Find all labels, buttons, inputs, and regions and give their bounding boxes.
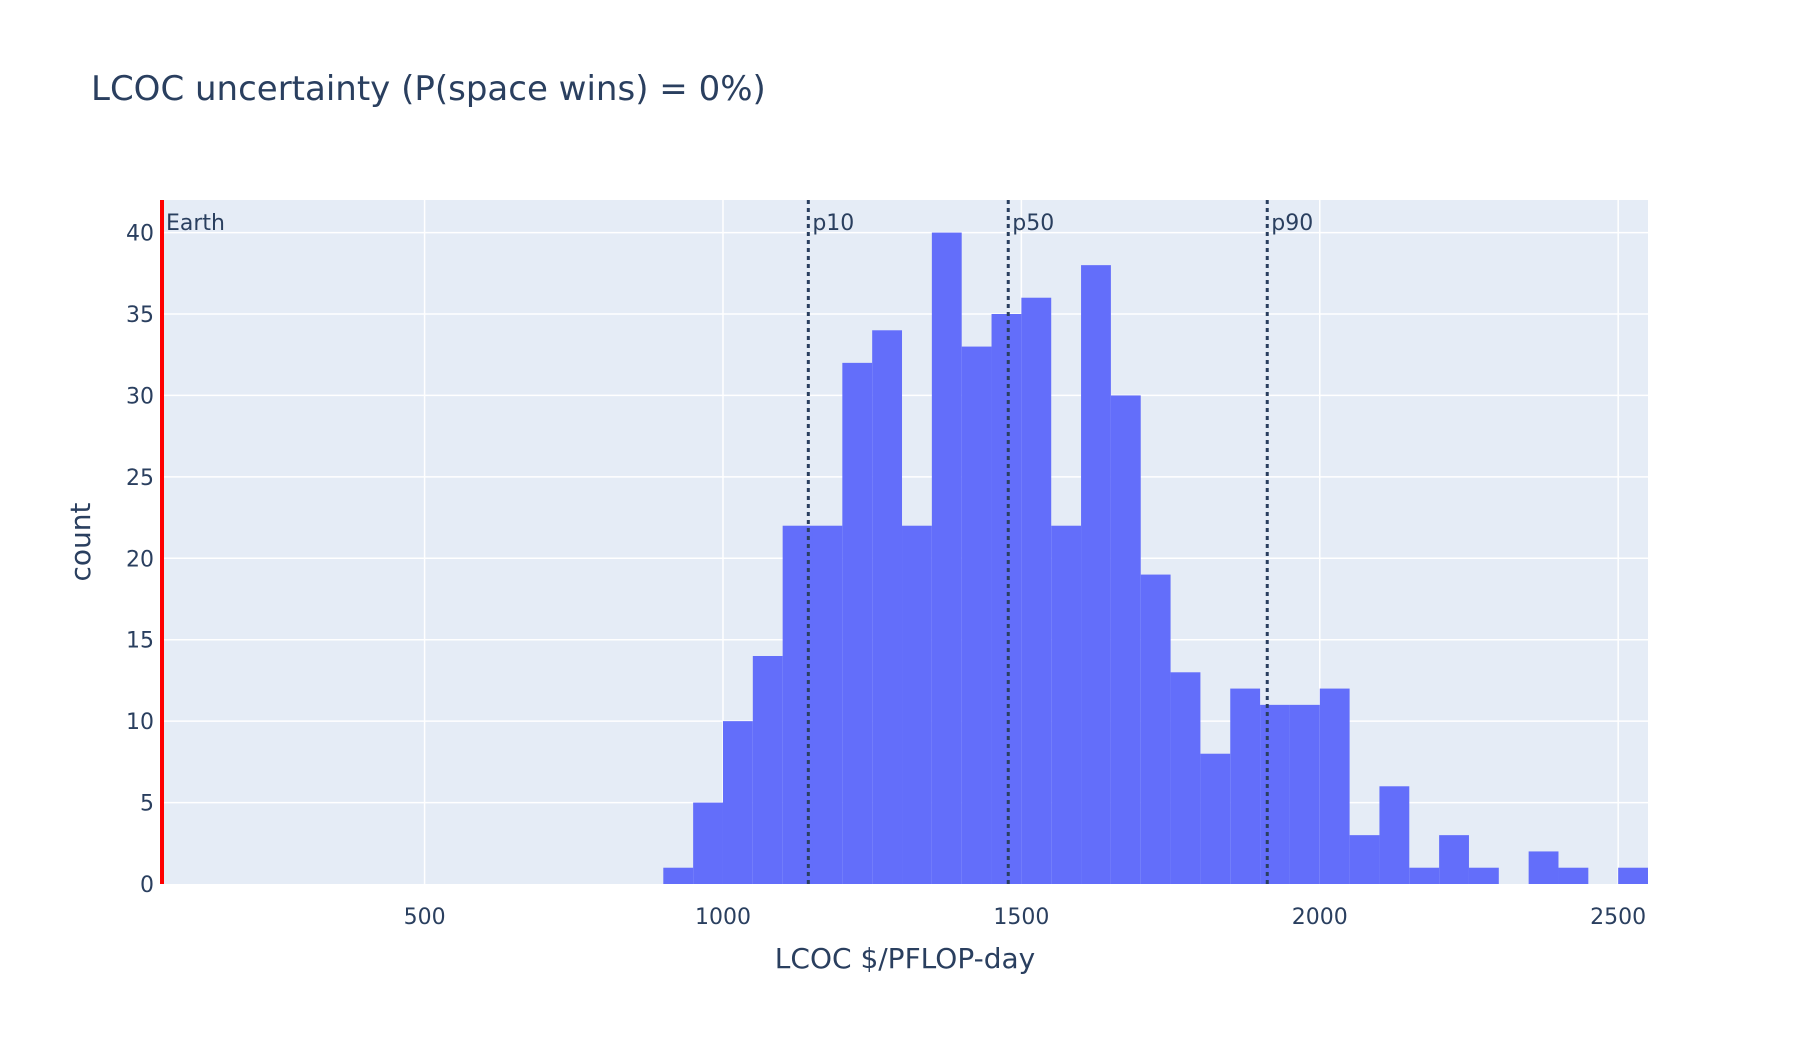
histogram-bar xyxy=(1170,672,1201,884)
histogram-bar xyxy=(842,362,873,884)
histogram-bar xyxy=(1230,688,1261,884)
histogram-bar xyxy=(902,525,932,884)
x-tick-label: 2000 xyxy=(1292,905,1348,930)
histogram-bar xyxy=(663,867,694,884)
x-tick-label: 1000 xyxy=(695,905,751,930)
p50-line-label: p50 xyxy=(1012,211,1054,236)
histogram-bar xyxy=(1021,297,1052,884)
histogram-bar xyxy=(1468,867,1499,884)
histogram-bar xyxy=(1439,835,1469,884)
histogram-bar xyxy=(931,232,962,885)
x-tick-label: 2500 xyxy=(1590,905,1646,930)
histogram-bar xyxy=(693,802,723,884)
y-axis-ticks: 0 5 10 15 20 25 30 35 40 xyxy=(126,222,154,898)
histogram-bar xyxy=(812,525,843,884)
histogram-bar xyxy=(752,656,783,884)
x-axis-ticks: 500 1000 1500 2000 2500 xyxy=(404,905,1647,930)
x-tick-label: 1500 xyxy=(993,905,1049,930)
histogram-bars xyxy=(663,232,1648,885)
p90-line-label: p90 xyxy=(1271,211,1313,236)
histogram-bar xyxy=(1140,574,1171,884)
y-tick-label: 25 xyxy=(126,466,154,491)
chart-title: LCOC uncertainty (P(space wins) = 0%) xyxy=(91,69,766,109)
y-tick-label: 35 xyxy=(126,303,154,328)
x-tick-label: 500 xyxy=(404,905,446,930)
y-tick-label: 0 xyxy=(140,873,154,898)
y-tick-label: 40 xyxy=(126,222,154,247)
histogram-bar xyxy=(1319,688,1350,884)
p10-line-label: p10 xyxy=(812,211,854,236)
y-axis-title: count xyxy=(64,502,97,581)
y-tick-label: 15 xyxy=(126,629,154,654)
histogram-bar xyxy=(872,330,903,884)
histogram-bar xyxy=(1289,704,1320,884)
histogram-bar xyxy=(722,721,753,884)
y-tick-label: 30 xyxy=(126,384,154,409)
earth-line-label: Earth xyxy=(166,211,225,236)
histogram-bar xyxy=(1379,786,1410,884)
histogram-bar xyxy=(1349,835,1380,884)
histogram-bar xyxy=(1618,867,1648,884)
histogram-bar xyxy=(1051,525,1082,884)
histogram-bar xyxy=(991,314,1022,884)
histogram-bar xyxy=(1110,395,1141,884)
x-axis-title: LCOC $/PFLOP-day xyxy=(775,942,1035,975)
histogram-bar xyxy=(1081,265,1111,885)
y-tick-label: 20 xyxy=(126,547,154,572)
histogram-bar xyxy=(1558,867,1589,884)
histogram-bar xyxy=(1528,851,1559,884)
histogram-bar xyxy=(961,346,992,885)
histogram-bar xyxy=(1200,753,1231,884)
y-tick-label: 10 xyxy=(126,710,154,735)
y-tick-label: 5 xyxy=(140,792,154,817)
reference-lines: Earth p10 p50 p90 xyxy=(160,200,1313,884)
histogram-bar xyxy=(1260,704,1290,884)
histogram-bar xyxy=(1409,867,1440,884)
